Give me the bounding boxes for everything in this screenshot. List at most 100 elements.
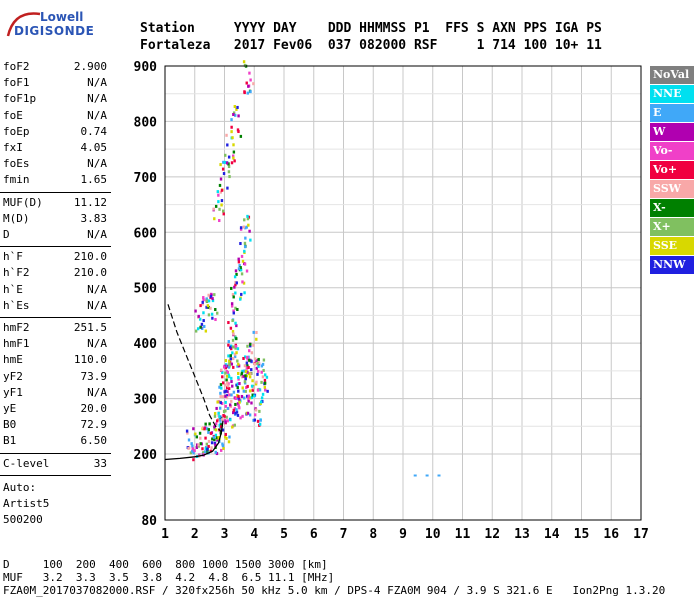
param-value: 72.9: [80, 418, 108, 432]
echo-point: [227, 321, 230, 325]
echo-point: [204, 447, 208, 451]
echo-point: [194, 329, 198, 333]
echo-point: [256, 419, 260, 423]
echo-point: [245, 81, 248, 85]
echo-point: [251, 379, 254, 383]
echo-point: [214, 450, 217, 454]
echo-point: [245, 355, 249, 359]
legend-item: X+: [650, 218, 694, 236]
echo-point: [249, 238, 252, 242]
echo-point: [247, 366, 250, 370]
echo-point: [203, 324, 206, 328]
param-value: 210.0: [73, 266, 107, 280]
echo-point: [240, 272, 244, 276]
y-tick-label: 300: [134, 393, 158, 408]
param-separator: [0, 191, 111, 193]
param-label: fmin: [3, 173, 30, 187]
echo-point: [220, 199, 224, 203]
echo-point: [202, 311, 205, 315]
echo-point: [246, 370, 249, 374]
echo-point: [221, 370, 224, 374]
echo-point: [244, 377, 247, 381]
echo-point: [213, 441, 217, 445]
param-row: MUF(D) 11.12: [3, 196, 107, 212]
echo-point: [207, 430, 210, 434]
header-label: IGA: [554, 21, 587, 36]
echo-point: [235, 324, 238, 328]
footer-row-value: 1500: [228, 558, 262, 571]
echo-point: [201, 447, 204, 451]
param-label: hmF2: [3, 321, 30, 334]
param-value: N/A: [87, 298, 107, 312]
echo-point: [198, 317, 202, 321]
echo-point: [243, 291, 246, 295]
echo-point: [236, 402, 240, 406]
echo-point: [250, 359, 253, 363]
param-value: 3.83: [80, 211, 108, 225]
echo-point: [221, 375, 224, 379]
echo-point: [225, 378, 228, 382]
echo-point: [256, 369, 260, 373]
logo-line1: Lowell: [40, 10, 84, 24]
auto-scaling-info: Artist5: [3, 496, 50, 510]
echo-point: [231, 425, 234, 429]
echo-point: [221, 209, 225, 213]
param-label: foEp: [3, 124, 30, 138]
echo-point: [210, 312, 214, 316]
param-value: 0.74: [80, 124, 108, 138]
echo-point: [228, 175, 231, 179]
echo-point: [239, 226, 243, 230]
legend-item: SSW: [650, 180, 694, 198]
param-label: M(D): [3, 211, 30, 225]
header-label: FFS: [445, 21, 477, 36]
echo-point: [237, 395, 240, 399]
footer-row-value: 11.1: [261, 571, 295, 584]
echo-point: [237, 377, 240, 381]
param-row: yF1 N/A: [3, 386, 107, 402]
echo-point: [233, 285, 236, 289]
echo-point: [190, 442, 193, 446]
x-tick-label: 5: [280, 527, 288, 542]
param-label: foF1: [3, 76, 30, 90]
param-label: MUF(D): [3, 195, 43, 209]
echo-point: [209, 306, 212, 310]
echo-point: [244, 236, 247, 240]
echo-point: [214, 318, 217, 322]
echo-point: [218, 417, 222, 421]
echo-point: [249, 342, 252, 346]
echo-point: [205, 427, 209, 431]
echo-point: [192, 458, 195, 462]
echo-point: [202, 451, 205, 455]
echo-point: [235, 337, 238, 341]
echo-point: [191, 447, 194, 451]
echo-point: [236, 105, 239, 109]
echo-point: [225, 394, 229, 398]
x-tick-label: 17: [633, 527, 649, 542]
digisonde-logo: Lowell DIGISONDE: [4, 6, 124, 40]
echo-point: [242, 225, 246, 229]
x-tick-label: 1: [161, 527, 169, 542]
param-row: yF2 73.9: [3, 370, 107, 386]
echo-point: [221, 167, 225, 171]
echo-point: [226, 419, 229, 423]
echo-point: [212, 435, 216, 439]
echo-point: [193, 449, 196, 453]
echo-point: [234, 280, 237, 284]
param-row: h`F2 210.0: [3, 266, 107, 282]
echo-point: [237, 267, 241, 271]
echo-point: [263, 378, 267, 382]
header-label: Station: [140, 21, 234, 36]
footer-row-value: 3000: [261, 558, 295, 571]
plot-frame: [164, 65, 642, 521]
echo-point: [232, 311, 235, 315]
footer-row-value: 1000: [195, 558, 229, 571]
echo-point: [185, 429, 189, 433]
echo-point: [239, 416, 242, 420]
echo-point: [232, 408, 235, 412]
echo-point: [195, 435, 199, 439]
header-value: 1: [476, 38, 493, 53]
echo-point: [242, 60, 246, 64]
x-tick-label: 16: [603, 527, 619, 542]
echo-point: [222, 160, 225, 164]
param-label: B1: [3, 434, 17, 448]
